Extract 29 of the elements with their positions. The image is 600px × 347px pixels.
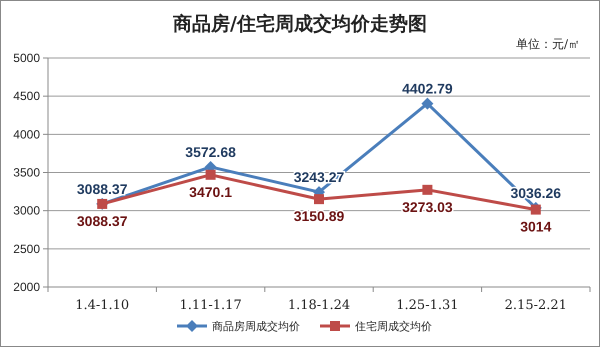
- x-tick-label: 2.15-2.21: [504, 298, 567, 313]
- data-label: 3273.03: [402, 198, 453, 215]
- point: [530, 204, 541, 215]
- legend-label: 商品房周成交均价: [212, 320, 300, 333]
- legend-label: 住宅周成交均价: [355, 320, 432, 333]
- y-tick-label: 4000: [13, 127, 40, 142]
- data-label: 3470.1: [189, 184, 232, 200]
- data-label: 3150.89: [294, 208, 345, 224]
- point: [206, 170, 216, 180]
- x-tick-label: 1.4-1.10: [75, 298, 130, 313]
- x-tick-label: 1.25-1.31: [396, 298, 459, 313]
- point: [422, 184, 432, 195]
- y-tick-label: 2500: [13, 242, 40, 256]
- y-tick-label: 4500: [13, 89, 40, 104]
- y-tick-label: 3500: [13, 166, 40, 180]
- x-tick-label: 1.11-1.17: [179, 298, 242, 313]
- data-label: 3088.37: [76, 212, 128, 229]
- chart-subtitle: 单位：元/㎡: [516, 37, 580, 51]
- data-label: 4402.79: [402, 80, 453, 97]
- point: [314, 194, 324, 204]
- y-tick-label: 2000: [13, 280, 40, 294]
- data-label: 3088.37: [76, 180, 128, 197]
- y-tick-label: 3000: [13, 204, 40, 218]
- point: [421, 98, 434, 110]
- chart-title: 商品房/住宅周成交均价走势图: [172, 13, 427, 35]
- y-tick-label: 5000: [13, 51, 40, 65]
- data-label: 3014: [520, 218, 552, 235]
- x-tick-label: 1.18-1.24: [288, 298, 350, 313]
- data-label: 3572.68: [185, 144, 236, 160]
